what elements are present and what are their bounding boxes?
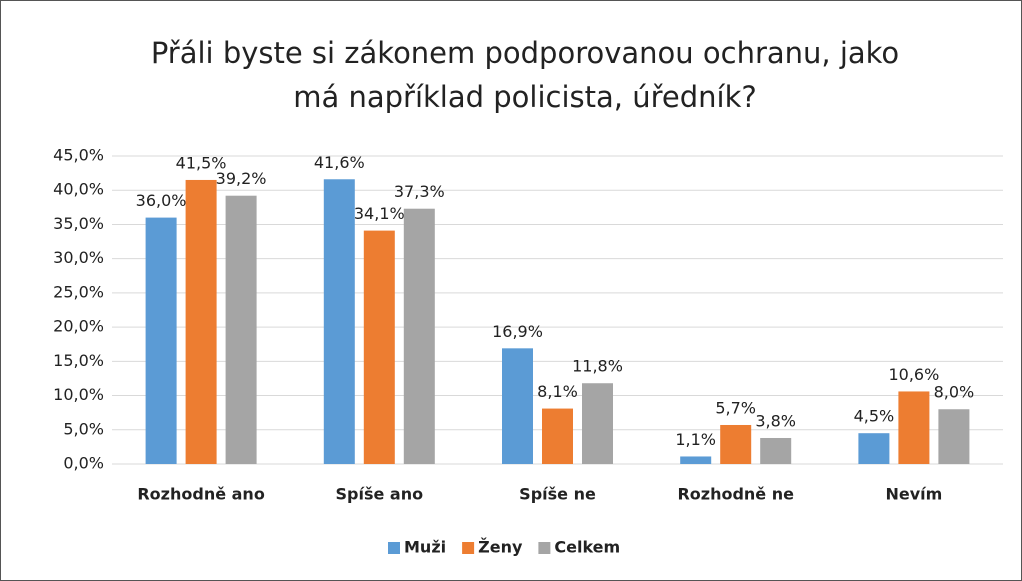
bar (720, 424, 752, 464)
x-tick-label: Rozhodně ne (677, 485, 794, 504)
x-tick-label: Spíše ano (336, 485, 424, 504)
y-tick-label: 45,0% (53, 146, 104, 165)
data-label: 34,1% (354, 204, 405, 223)
x-tick-label: Rozhodně ano (137, 485, 264, 504)
bar (542, 408, 573, 464)
bar (363, 230, 395, 464)
data-label: 5,7% (715, 398, 756, 417)
bar (582, 383, 613, 464)
bar (502, 348, 533, 464)
x-tick-label: Nevím (885, 485, 942, 504)
data-label: 36,0% (136, 191, 187, 210)
data-label: 8,0% (934, 383, 975, 402)
data-label: 1,1% (675, 430, 716, 449)
y-tick-label: 20,0% (53, 317, 104, 336)
data-label: 4,5% (854, 407, 895, 426)
data-label: 10,6% (888, 365, 939, 384)
data-label: 8,1% (537, 382, 578, 401)
data-label: 16,9% (492, 322, 543, 341)
legend-swatch (462, 542, 475, 554)
y-tick-label: 0,0% (63, 454, 104, 473)
legend-label: Ženy (478, 538, 523, 557)
x-tick-label: Spíše ne (519, 485, 596, 504)
bar (403, 208, 435, 464)
bar (145, 217, 177, 464)
data-label: 3,8% (755, 411, 796, 430)
legend-swatch (388, 542, 400, 554)
legend-label: Celkem (554, 538, 620, 557)
y-tick-label: 15,0% (53, 351, 104, 370)
bar (225, 195, 257, 464)
bar (760, 437, 792, 464)
y-tick-label: 10,0% (53, 385, 104, 404)
data-label: 41,6% (314, 153, 365, 172)
legend-label: Muži (404, 538, 446, 557)
bar (680, 456, 712, 464)
y-tick-label: 35,0% (53, 214, 104, 233)
y-tick-label: 40,0% (53, 180, 104, 199)
chart-title: Přáli byste si zákonem podporovanou ochr… (151, 36, 899, 70)
legend-swatch (538, 542, 551, 554)
y-tick-label: 25,0% (53, 282, 104, 301)
y-tick-label: 5,0% (63, 419, 104, 438)
bar (898, 391, 930, 464)
y-tick-label: 30,0% (53, 248, 104, 267)
data-label: 41,5% (176, 153, 227, 172)
bar (938, 409, 970, 464)
data-label: 37,3% (394, 182, 445, 201)
chart-title: má například policista, úředník? (293, 80, 757, 114)
data-label: 11,8% (572, 357, 623, 376)
data-label: 39,2% (216, 169, 267, 188)
bar (858, 433, 890, 464)
bar (185, 179, 217, 464)
bar (323, 179, 355, 464)
